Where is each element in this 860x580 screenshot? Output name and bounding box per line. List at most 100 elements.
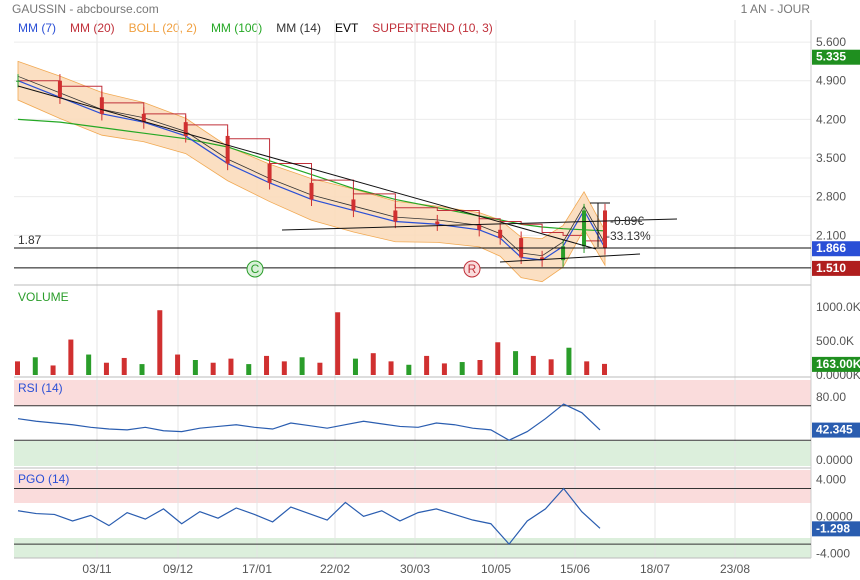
price-tick-label: 3.500 (816, 151, 846, 165)
chart-title: GAUSSIN - abcbourse.com (12, 2, 159, 16)
candle-body (393, 210, 398, 222)
volume-bar (370, 353, 376, 375)
volume-bar (317, 362, 323, 375)
pgo-tick-label: -4.000 (816, 546, 850, 560)
volume-bar (32, 357, 38, 375)
volume-tick-label: 500.0K (816, 334, 854, 348)
x-tick-label: 09/12 (163, 562, 193, 576)
price-tick-label: 2.800 (816, 190, 846, 204)
x-tick-label: 23/08 (720, 562, 750, 576)
pgo-title: PGO (14) (18, 472, 70, 486)
candle-body (183, 122, 188, 136)
legend-item-1: MM (20) (70, 21, 115, 35)
pgo-overbought-zone (14, 470, 811, 503)
volume-bar (602, 363, 607, 375)
rsi-tick-label: 80.00 (816, 390, 846, 404)
volume-bar (157, 310, 163, 375)
volume-bar (495, 342, 501, 375)
indicator-legend: MM (7) MM (20) BOLL (20, 2) MM (100) MM (14)… (18, 21, 507, 35)
candle-body (16, 80, 20, 82)
volume-bar (566, 347, 572, 375)
price-badge (812, 260, 860, 276)
price-tick-label: 4.200 (816, 112, 846, 126)
x-tick-label: 03/11 (82, 562, 111, 576)
change-abs-label: -0.89€ (610, 214, 644, 228)
price-layer: 1.87 -0.89€-33.13% C R (14, 60, 811, 283)
event-marker (463, 260, 481, 278)
volume-bar (530, 355, 536, 375)
candle-body (498, 229, 503, 239)
candle-body (225, 135, 230, 164)
event-marker-label: R (468, 262, 477, 276)
volume-bar (281, 361, 287, 375)
volume-layer (15, 310, 607, 375)
volume-tick-label: 1000.0K (816, 300, 860, 314)
volume-bar (388, 361, 394, 375)
event-marker-label: C (251, 262, 260, 276)
volume-title: VOLUME (18, 290, 69, 304)
volume-bar (210, 362, 216, 375)
pgo-badge (812, 521, 860, 537)
volume-bar (15, 361, 20, 375)
price-tick-label: 2.100 (816, 228, 846, 242)
legend-item-3: MM (100) (210, 21, 263, 35)
price-badge-label: 1.510 (816, 261, 846, 275)
volume-bar (459, 362, 465, 375)
volume-bar (103, 362, 109, 375)
pgo-layer (14, 487, 811, 546)
chart-header: GAUSSIN - abcbourse.com 1 AN - JOUR (0, 0, 860, 18)
volume-bar (121, 357, 127, 375)
legend-item-4: MM (14) (276, 21, 321, 35)
volume-bar (548, 359, 554, 375)
price-tick-label: 4.900 (816, 74, 846, 88)
pgo-badge-label: -1.298 (816, 521, 850, 535)
chart-period: 1 AN - JOUR (740, 2, 810, 16)
event-marker (246, 260, 264, 278)
volume-bar (228, 358, 234, 375)
volume-bar (139, 364, 145, 375)
candle-body (57, 80, 62, 98)
rsi-overbought-zone (14, 380, 811, 406)
candle-body (603, 210, 607, 249)
rsi-badge (812, 422, 860, 438)
candle-body (582, 210, 587, 247)
rsi-title: RSI (14) (18, 381, 63, 395)
trend-line-down (17, 85, 597, 250)
candle-body (309, 182, 314, 200)
volume-bar (441, 363, 447, 375)
pgo-tick-label: 4.000 (816, 472, 846, 486)
volume-bar (513, 351, 519, 375)
volume-bar (264, 355, 270, 375)
candle-body (435, 221, 440, 225)
x-tick-label: 30/03 (400, 562, 430, 576)
rsi-tick-label: 0.0000 (816, 453, 853, 467)
x-tick-label: 17/01 (242, 562, 272, 576)
ma14-line (17, 75, 606, 257)
volume-bar (299, 357, 305, 375)
candle-body (351, 199, 356, 211)
volume-bar (584, 361, 590, 375)
volume-bar (352, 358, 358, 375)
volume-bar (192, 360, 198, 375)
candle-body (477, 224, 482, 230)
volume-bar (175, 354, 181, 375)
price-badge-label: 5.335 (816, 50, 846, 64)
legend-item-0: MM (7) (18, 21, 56, 35)
x-tick-label: 18/07 (640, 562, 670, 576)
candle-body (141, 113, 146, 123)
axis-layer: 03/11 09/12 17/01 22/02 30/03 10/05 15/06 18/07… (82, 35, 860, 576)
volume-bar (477, 360, 483, 375)
candle-body (99, 97, 104, 114)
rsi-layer (14, 403, 811, 441)
level-label: 1.87 (18, 233, 42, 247)
pgo-line (17, 487, 601, 546)
rsi-oversold-zone (14, 441, 811, 466)
legend-item-2: BOLL (20, 2) (128, 21, 197, 35)
trend-line-flat (281, 218, 678, 231)
x-tick-label: 10/05 (481, 562, 511, 576)
x-tick-label: 22/02 (320, 562, 350, 576)
volume-bar (68, 339, 74, 375)
x-tick-label: 15/06 (560, 562, 590, 576)
price-badge (812, 49, 860, 65)
